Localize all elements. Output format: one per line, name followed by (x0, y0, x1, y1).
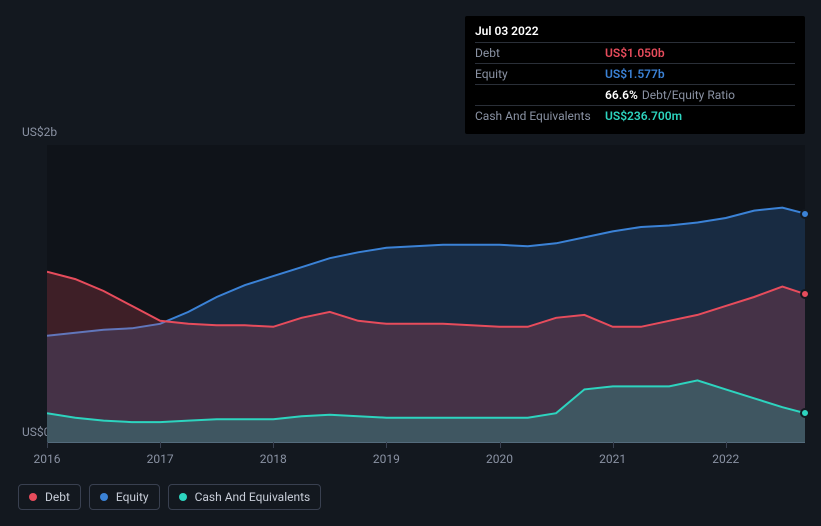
legend-item[interactable]: Cash And Equivalents (168, 484, 322, 510)
tooltip-row-label: Cash And Equivalents (475, 109, 605, 123)
x-tick-label: 2020 (486, 452, 513, 466)
y-axis-label-top: US$2b (22, 125, 57, 139)
tooltip-row-label: Debt (475, 46, 605, 60)
plot-area[interactable] (47, 145, 805, 443)
x-axis: 2016201720182019202020212022 (47, 448, 805, 468)
legend-dot (100, 493, 108, 501)
legend-dot (29, 493, 37, 501)
series-end-marker (800, 289, 810, 299)
x-tick-label: 2019 (373, 452, 400, 466)
chart-svg (47, 145, 805, 443)
x-tick-line (273, 442, 274, 448)
legend-item[interactable]: Equity (89, 484, 160, 510)
x-tick-line (386, 442, 387, 448)
x-tick-line (613, 442, 614, 448)
tooltip-row-value: US$1.577b (605, 67, 665, 81)
legend-item[interactable]: Debt (18, 484, 81, 510)
x-tick-label: 2022 (712, 452, 739, 466)
x-tick-label: 2017 (147, 452, 174, 466)
x-tick-label: 2016 (34, 452, 61, 466)
tooltip-row: EquityUS$1.577b (475, 63, 795, 84)
x-tick-line (160, 442, 161, 448)
x-tick-line (500, 442, 501, 448)
legend-label: Debt (45, 490, 70, 504)
tooltip-row-suffix: Debt/Equity Ratio (642, 88, 735, 102)
tooltip-row: Cash And EquivalentsUS$236.700m (475, 105, 795, 126)
x-tick-line (47, 442, 48, 448)
tooltip-row-value: US$236.700m (605, 109, 682, 123)
tooltip-date: Jul 03 2022 (475, 22, 795, 42)
x-tick-line (726, 442, 727, 448)
chart-legend: Debt Equity Cash And Equivalents (18, 484, 321, 510)
tooltip-row-value: 66.6% (605, 88, 638, 102)
tooltip-row-label (475, 88, 605, 102)
tooltip-row-label: Equity (475, 67, 605, 81)
series-end-marker (800, 408, 810, 418)
financial-chart: US$2b US$0 2016201720182019202020212022 … (0, 0, 821, 526)
series-end-marker (800, 209, 810, 219)
tooltip-row: DebtUS$1.050b (475, 42, 795, 63)
legend-dot (179, 493, 187, 501)
tooltip-row-value: US$1.050b (605, 46, 665, 60)
chart-tooltip: Jul 03 2022 DebtUS$1.050bEquityUS$1.577b… (465, 16, 805, 134)
legend-label: Equity (116, 490, 149, 504)
x-tick-label: 2021 (599, 452, 626, 466)
legend-label: Cash And Equivalents (195, 490, 311, 504)
x-tick-label: 2018 (260, 452, 287, 466)
tooltip-row: 66.6% Debt/Equity Ratio (475, 84, 795, 105)
